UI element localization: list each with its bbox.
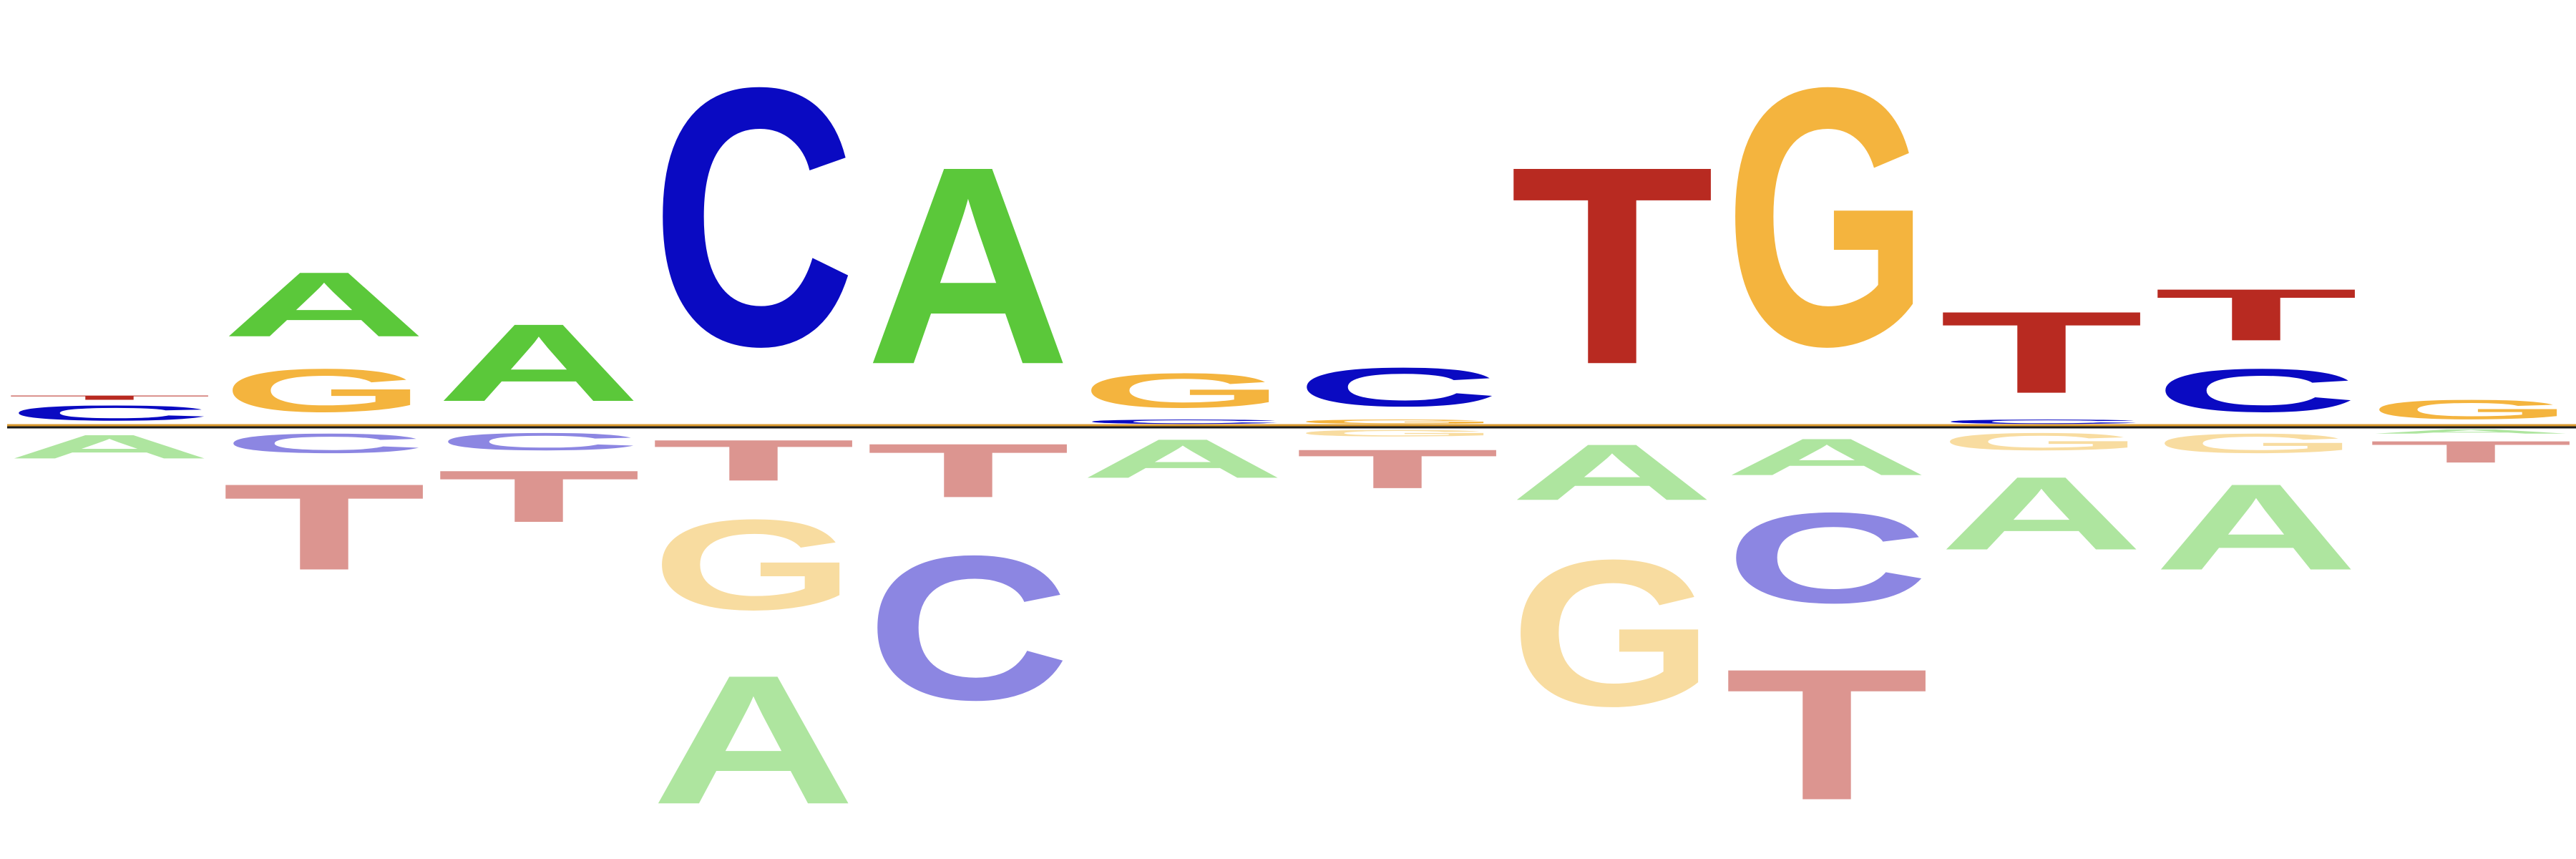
logo-letter-t-depleted-pos5: T <box>866 428 1070 514</box>
logo-letter-a-depleted-pos1: A <box>7 428 212 466</box>
logo-letter-c-depleted-pos5: C <box>866 513 1070 742</box>
logo-letter-a-depleted-pos8: A <box>1510 428 1714 517</box>
logo-letter-a-depleted-pos12: A <box>2368 428 2573 435</box>
logo-letter-c-pos11: C <box>2154 356 2358 425</box>
logo-letter-t-pos8: T <box>1510 107 1714 423</box>
logo-letter-g-pos2: G <box>222 356 426 424</box>
logo-letter-g-pos6: G <box>1080 364 1285 418</box>
logo-letter-t-depleted-pos12: T <box>2368 435 2573 469</box>
logo-letter-c-depleted-pos9: C <box>1724 487 1929 631</box>
logo-letter-c-pos6: C <box>1080 418 1285 425</box>
logo-letter-t-depleted-pos3: T <box>436 455 641 538</box>
logo-letter-t-depleted-pos9: T <box>1724 631 1929 840</box>
logo-letter-c-pos1: C <box>7 401 212 425</box>
logo-letter-a-pos3: A <box>436 301 641 424</box>
logo-letter-t-pos10: T <box>1939 288 2144 418</box>
logo-letter-a-depleted-pos9: A <box>1724 428 1929 486</box>
logo-letter-a-depleted-pos6: A <box>1080 428 1285 490</box>
logo-letter-g-depleted-pos11: G <box>2154 428 2358 459</box>
logo-letter-t-depleted-pos2: T <box>222 458 426 596</box>
logo-letter-g-pos9: G <box>1724 11 1929 422</box>
logo-letter-c-pos4: C <box>651 12 856 423</box>
logo-letter-c-depleted-pos3: C <box>436 428 641 455</box>
logo-letter-t-pos11: T <box>2154 273 2358 356</box>
logo-letter-t-depleted-pos4: T <box>651 428 856 493</box>
baseline-axis <box>7 424 2576 429</box>
logo-letter-t-pos1: T <box>7 394 212 402</box>
logo-letter-a-pos2: A <box>222 253 426 356</box>
logo-letter-c-depleted-pos2: C <box>222 428 426 459</box>
logo-letter-a-depleted-pos4: A <box>651 637 856 843</box>
logo-letter-a-depleted-pos10: A <box>1939 455 2144 572</box>
logo-letter-a-depleted-pos11: A <box>2154 458 2358 596</box>
logo-letter-g-depleted-pos7: G <box>1295 428 1500 438</box>
logo-letter-c-pos10: C <box>1939 418 2144 425</box>
logo-letter-a-pos5: A <box>866 107 1070 423</box>
logo-letter-t-depleted-pos7: T <box>1295 438 1500 500</box>
logo-letter-g-pos12: G <box>2368 394 2573 425</box>
logo-letter-g-depleted-pos8: G <box>1510 517 1714 749</box>
logo-letter-c-pos7: C <box>1295 356 1500 418</box>
logo-letter-g-depleted-pos10: G <box>1939 428 2144 455</box>
logo-letter-g-pos7: G <box>1295 418 1500 425</box>
logo-letter-g-depleted-pos4: G <box>651 493 856 637</box>
